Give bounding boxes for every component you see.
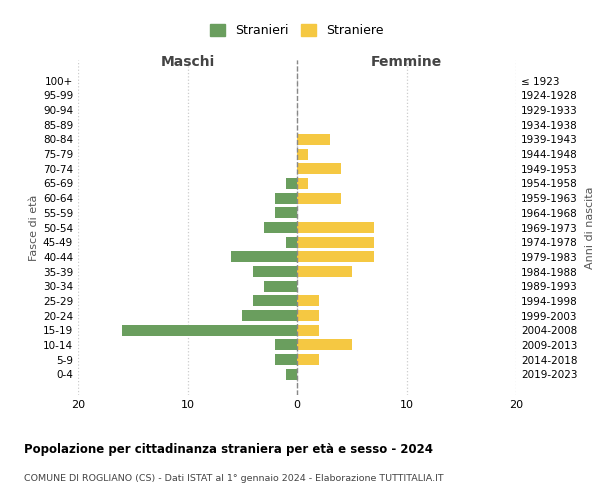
Bar <box>275 208 297 218</box>
Text: Femmine: Femmine <box>371 55 442 69</box>
Bar <box>297 236 374 248</box>
Bar <box>264 280 297 291</box>
Bar <box>275 354 297 365</box>
Bar <box>297 148 308 160</box>
Bar <box>297 252 374 262</box>
Bar <box>297 310 319 321</box>
Bar <box>253 296 297 306</box>
Bar <box>297 354 319 365</box>
Bar <box>297 296 319 306</box>
Y-axis label: Anni di nascita: Anni di nascita <box>584 186 595 269</box>
Bar <box>297 222 374 233</box>
Bar <box>297 178 308 189</box>
Bar <box>264 222 297 233</box>
Text: Maschi: Maschi <box>160 55 215 69</box>
Bar <box>297 266 352 277</box>
Text: COMUNE DI ROGLIANO (CS) - Dati ISTAT al 1° gennaio 2024 - Elaborazione TUTTITALI: COMUNE DI ROGLIANO (CS) - Dati ISTAT al … <box>24 474 443 483</box>
Bar <box>297 134 330 145</box>
Bar <box>286 369 297 380</box>
Bar <box>297 340 352 350</box>
Bar <box>253 266 297 277</box>
Bar <box>297 324 319 336</box>
Bar <box>232 252 297 262</box>
Y-axis label: Fasce di età: Fasce di età <box>29 194 39 260</box>
Text: Popolazione per cittadinanza straniera per età e sesso - 2024: Popolazione per cittadinanza straniera p… <box>24 442 433 456</box>
Bar <box>297 192 341 203</box>
Bar <box>286 236 297 248</box>
Bar <box>275 192 297 203</box>
Legend: Stranieri, Straniere: Stranieri, Straniere <box>205 20 389 42</box>
Bar <box>297 164 341 174</box>
Bar <box>275 340 297 350</box>
Bar <box>122 324 297 336</box>
Bar <box>286 178 297 189</box>
Bar <box>242 310 297 321</box>
